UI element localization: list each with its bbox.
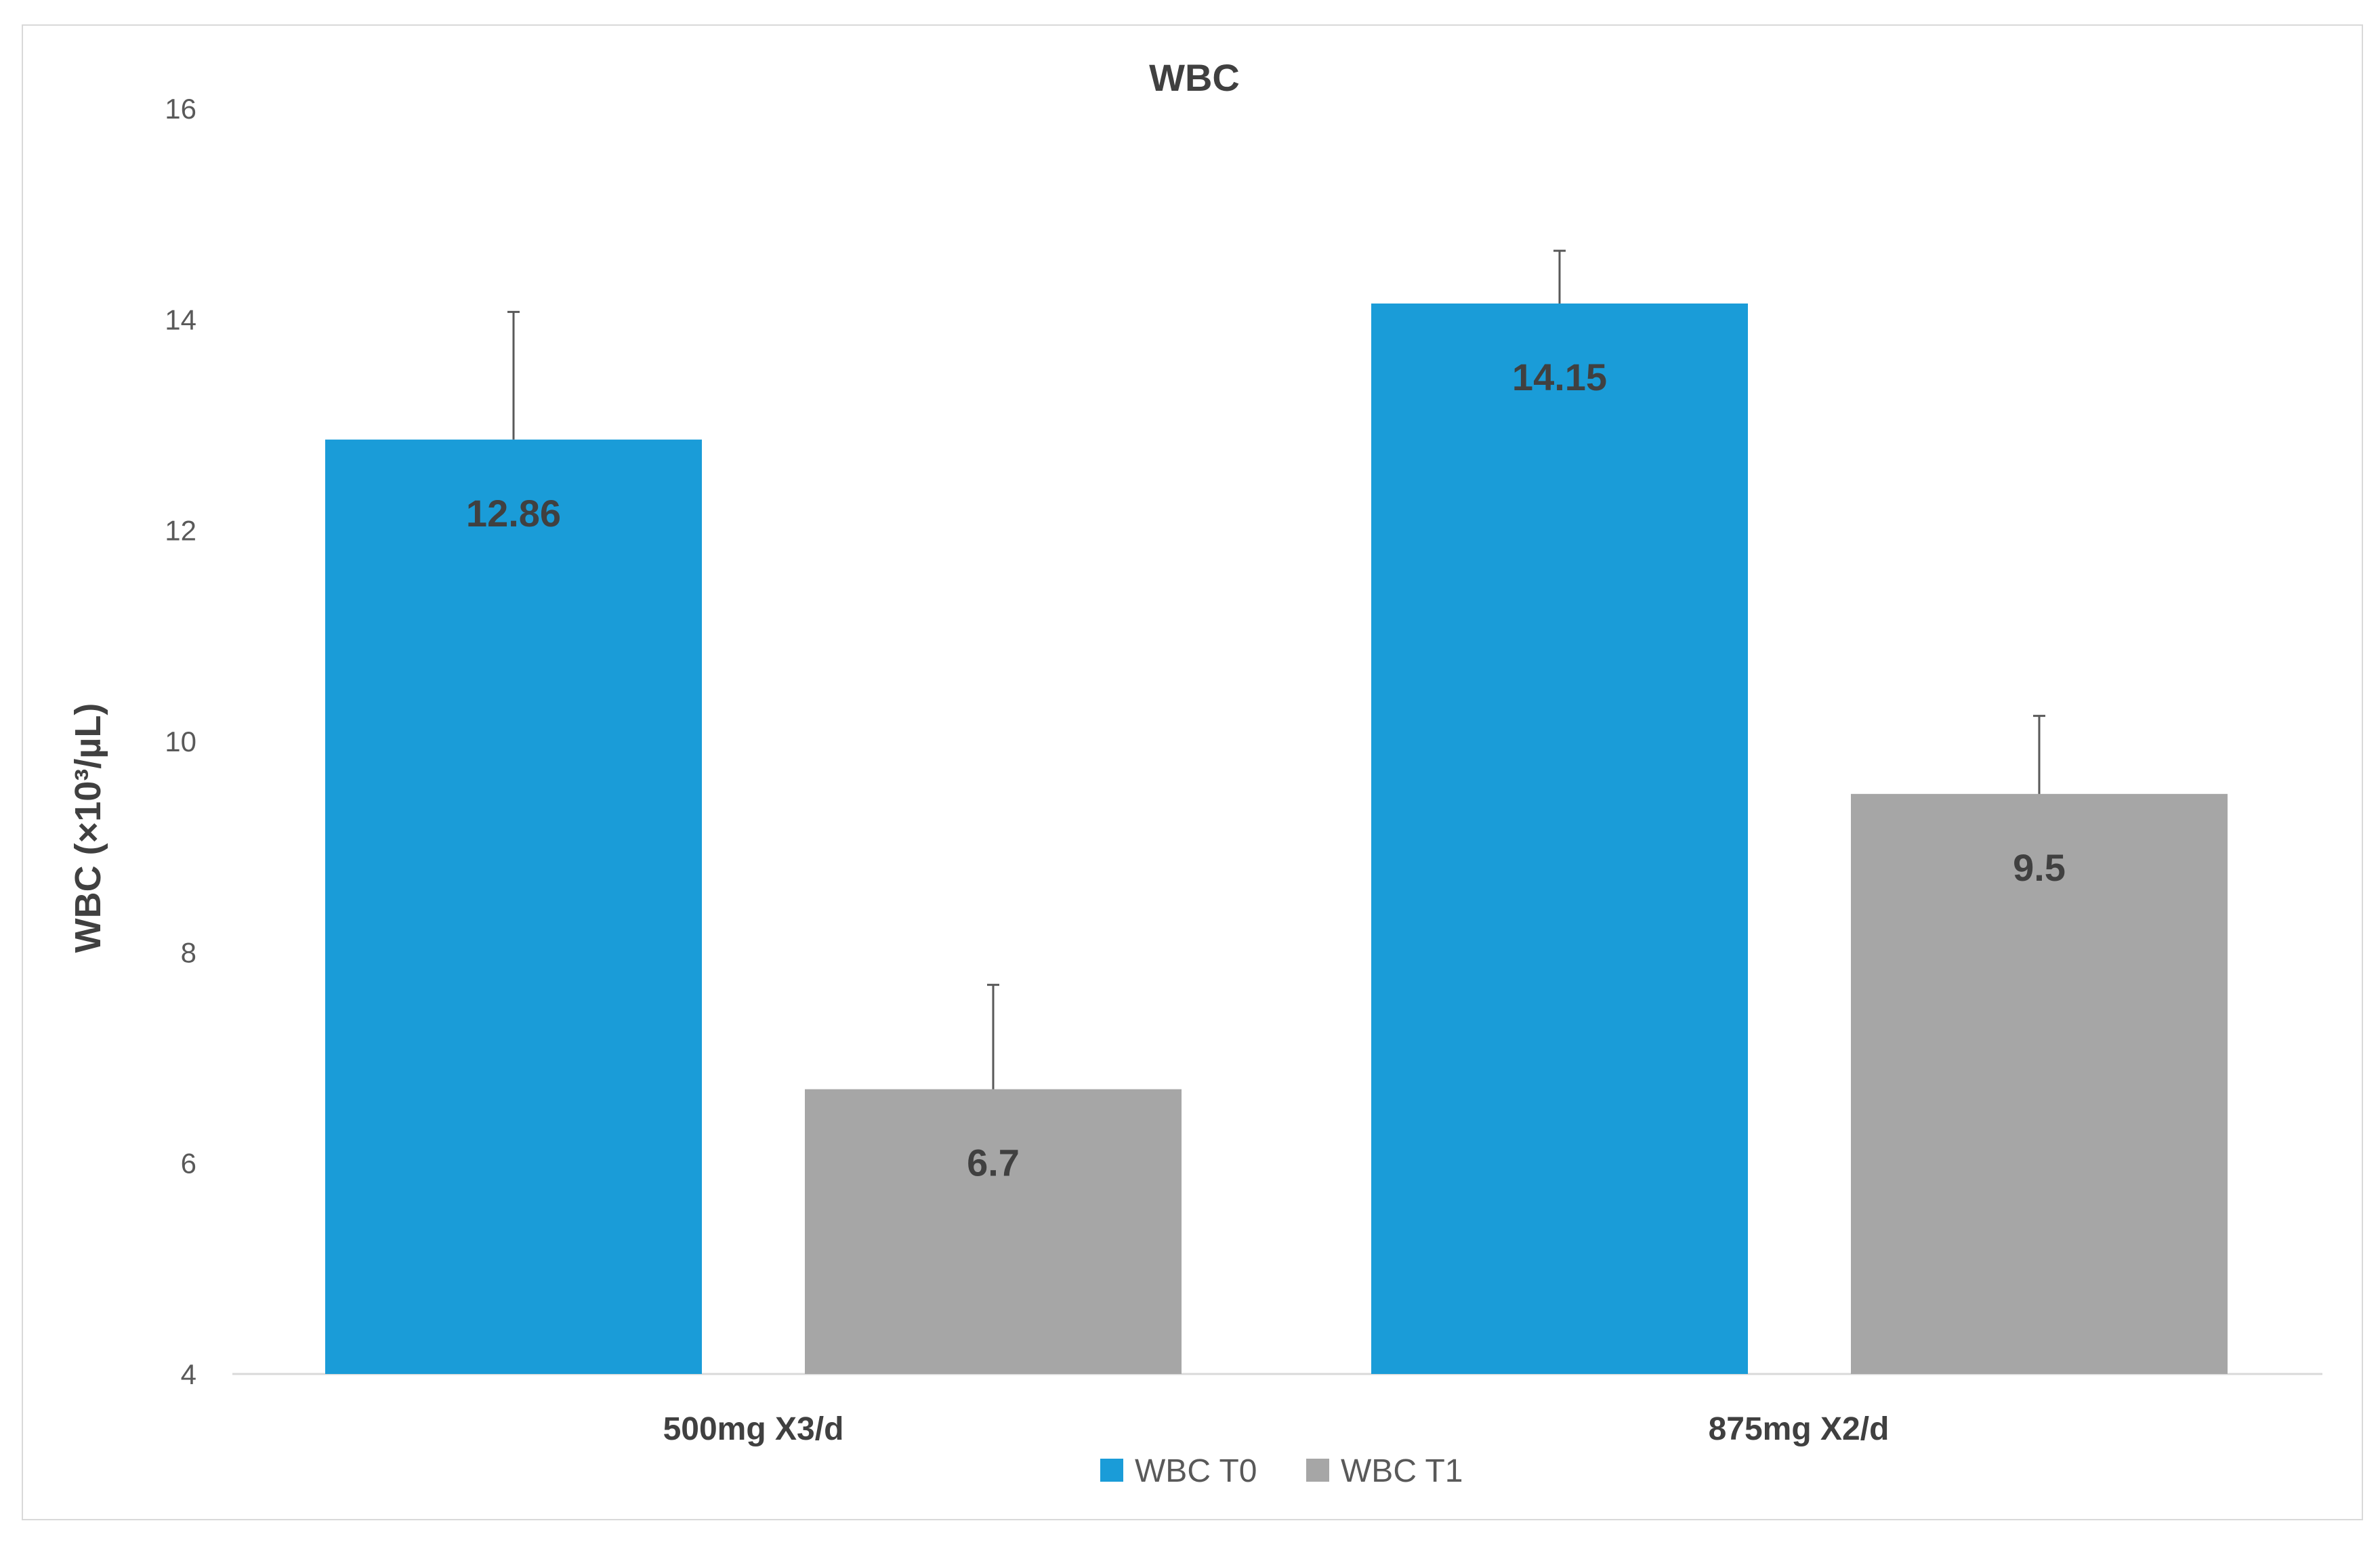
y-tick-label-6: 6 [181, 1148, 196, 1180]
y-axis-ticks: 4 6 8 10 12 14 16 [165, 93, 196, 1390]
legend-swatch-t0 [1100, 1459, 1123, 1482]
data-label-t1-cat2: 9.5 [2013, 846, 2066, 889]
category-label-1: 500mg X3/d [663, 1411, 844, 1447]
y-axis-label: WBC (×10³/µL) [68, 703, 108, 953]
y-tick-label-14: 14 [165, 304, 196, 335]
y-tick-label-12: 12 [165, 515, 196, 547]
data-label-t0-cat1: 12.86 [466, 492, 561, 535]
y-tick-label-4: 4 [181, 1358, 196, 1390]
y-tick-label-10: 10 [165, 726, 196, 757]
category-label-2: 875mg X2/d [1709, 1411, 1890, 1447]
bar-t1-cat1 [805, 1089, 1182, 1374]
legend-swatch-t1 [1306, 1459, 1329, 1482]
data-label-t0-cat2: 14.15 [1512, 356, 1607, 398]
legend-label-t1: WBC T1 [1341, 1453, 1463, 1489]
legend: WBC T0 WBC T1 [1100, 1453, 1463, 1489]
category-labels: 500mg X3/d 875mg X2/d [663, 1411, 1890, 1447]
y-tick-label-16: 16 [165, 93, 196, 125]
bar-t0-cat1 [325, 439, 702, 1374]
y-tick-label-8: 8 [181, 936, 196, 968]
chart-title: WBC [1149, 56, 1240, 99]
bar-t1-cat2 [1851, 793, 2228, 1374]
bars-group: 12.86 6.7 14.15 9.5 [325, 249, 2228, 1374]
data-label-t1-cat1: 6.7 [967, 1142, 1020, 1184]
bar-t0-cat2 [1371, 303, 1748, 1374]
legend-label-t0: WBC T0 [1135, 1453, 1257, 1489]
